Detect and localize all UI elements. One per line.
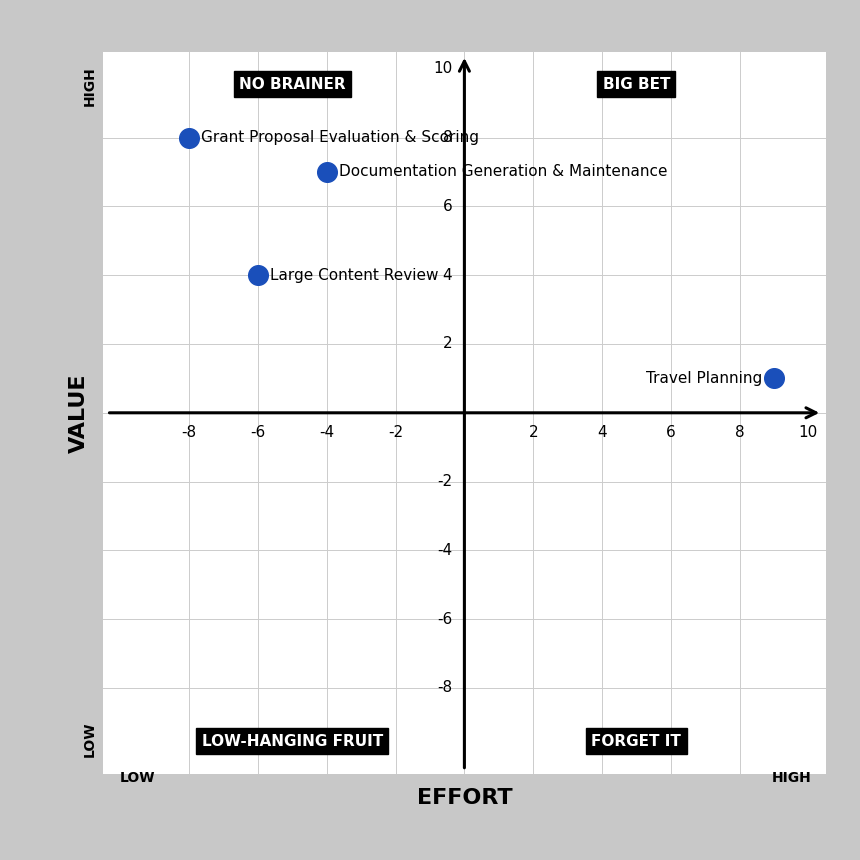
Text: Travel Planning: Travel Planning <box>646 371 762 386</box>
Text: LOW: LOW <box>120 771 156 784</box>
Point <box>320 165 334 179</box>
Text: FORGET IT: FORGET IT <box>592 734 681 749</box>
Text: 4: 4 <box>443 267 452 283</box>
Text: -4: -4 <box>319 425 335 439</box>
Text: -8: -8 <box>437 680 452 696</box>
Text: 6: 6 <box>666 425 676 439</box>
Text: LOW-HANGING FRUIT: LOW-HANGING FRUIT <box>202 734 383 749</box>
Text: Documentation Generation & Maintenance: Documentation Generation & Maintenance <box>339 164 667 180</box>
Point <box>767 372 781 385</box>
Text: 10: 10 <box>433 61 452 77</box>
Text: 8: 8 <box>443 130 452 145</box>
Text: NO BRAINER: NO BRAINER <box>239 77 346 92</box>
Text: 6: 6 <box>443 199 452 214</box>
Text: -6: -6 <box>437 611 452 627</box>
Text: -8: -8 <box>181 425 197 439</box>
Text: HIGH: HIGH <box>771 771 811 784</box>
Text: Grant Proposal Evaluation & Scoring: Grant Proposal Evaluation & Scoring <box>201 130 479 145</box>
Text: -2: -2 <box>388 425 403 439</box>
Text: 2: 2 <box>443 336 452 352</box>
Text: 2: 2 <box>528 425 538 439</box>
Text: -4: -4 <box>437 543 452 558</box>
Point <box>251 268 265 282</box>
Point <box>182 131 196 144</box>
Text: HIGH: HIGH <box>83 66 96 106</box>
Text: 8: 8 <box>734 425 745 439</box>
Text: Large Content Review: Large Content Review <box>270 267 439 283</box>
Text: LOW: LOW <box>83 722 96 758</box>
Text: 10: 10 <box>799 425 818 439</box>
Text: VALUE: VALUE <box>69 373 89 452</box>
Text: -2: -2 <box>437 474 452 489</box>
Text: -6: -6 <box>250 425 266 439</box>
Text: EFFORT: EFFORT <box>416 788 513 808</box>
Text: 4: 4 <box>597 425 607 439</box>
Text: BIG BET: BIG BET <box>603 77 670 92</box>
